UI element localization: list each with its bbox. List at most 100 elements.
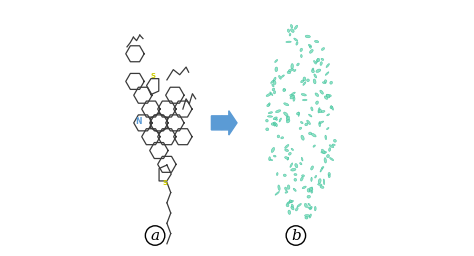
Ellipse shape (297, 63, 299, 66)
Ellipse shape (284, 157, 289, 159)
Ellipse shape (301, 55, 302, 58)
Ellipse shape (287, 71, 291, 74)
Ellipse shape (300, 48, 302, 51)
Ellipse shape (301, 135, 304, 140)
Ellipse shape (273, 123, 275, 126)
Ellipse shape (284, 103, 289, 106)
Ellipse shape (297, 112, 300, 115)
Ellipse shape (301, 175, 304, 177)
Ellipse shape (285, 191, 288, 193)
Ellipse shape (271, 123, 274, 125)
Ellipse shape (314, 74, 317, 78)
Ellipse shape (309, 114, 312, 117)
Ellipse shape (309, 45, 311, 48)
Text: N: N (135, 117, 142, 126)
Ellipse shape (276, 173, 278, 176)
Ellipse shape (292, 204, 293, 208)
Ellipse shape (311, 191, 313, 193)
Ellipse shape (311, 70, 314, 73)
Ellipse shape (294, 38, 298, 41)
Ellipse shape (316, 59, 319, 63)
Ellipse shape (287, 157, 289, 160)
Ellipse shape (283, 89, 286, 90)
Ellipse shape (282, 75, 284, 77)
Ellipse shape (273, 81, 276, 84)
Ellipse shape (328, 175, 330, 178)
Ellipse shape (319, 122, 321, 127)
Ellipse shape (286, 204, 289, 207)
Ellipse shape (290, 94, 294, 97)
Ellipse shape (318, 108, 320, 113)
Ellipse shape (275, 67, 278, 72)
Ellipse shape (285, 187, 287, 191)
Ellipse shape (327, 155, 329, 158)
Ellipse shape (303, 82, 306, 85)
Ellipse shape (314, 60, 316, 64)
Ellipse shape (307, 120, 310, 124)
Ellipse shape (305, 35, 310, 38)
Ellipse shape (320, 168, 323, 172)
Ellipse shape (307, 79, 310, 82)
Ellipse shape (311, 177, 312, 182)
Text: S: S (150, 73, 155, 79)
Ellipse shape (301, 93, 306, 96)
Ellipse shape (291, 148, 293, 151)
Ellipse shape (287, 185, 290, 189)
Ellipse shape (328, 173, 330, 176)
Ellipse shape (320, 186, 324, 188)
Ellipse shape (273, 122, 276, 126)
Ellipse shape (326, 94, 331, 97)
Ellipse shape (287, 29, 290, 32)
Ellipse shape (286, 119, 290, 123)
Ellipse shape (273, 155, 276, 157)
Ellipse shape (299, 127, 301, 130)
Ellipse shape (323, 179, 325, 185)
Ellipse shape (275, 123, 277, 127)
Ellipse shape (289, 201, 291, 203)
Ellipse shape (290, 95, 295, 99)
Ellipse shape (291, 29, 294, 33)
Ellipse shape (301, 80, 304, 83)
Ellipse shape (324, 96, 328, 99)
Ellipse shape (288, 69, 294, 71)
Ellipse shape (316, 69, 321, 72)
Ellipse shape (293, 188, 296, 191)
Ellipse shape (305, 123, 308, 126)
Ellipse shape (275, 118, 277, 120)
Ellipse shape (313, 79, 316, 84)
Ellipse shape (313, 145, 315, 147)
Ellipse shape (334, 139, 337, 142)
Ellipse shape (291, 25, 293, 28)
Ellipse shape (291, 206, 294, 210)
Ellipse shape (321, 151, 327, 153)
Ellipse shape (318, 179, 321, 184)
Ellipse shape (329, 157, 334, 161)
Ellipse shape (285, 144, 289, 148)
FancyArrow shape (211, 111, 237, 135)
Ellipse shape (301, 121, 303, 124)
Ellipse shape (272, 84, 274, 87)
Ellipse shape (325, 72, 329, 75)
Ellipse shape (279, 118, 282, 122)
Ellipse shape (295, 208, 298, 211)
Ellipse shape (321, 149, 325, 154)
Ellipse shape (315, 93, 319, 97)
Ellipse shape (294, 174, 297, 176)
Ellipse shape (319, 109, 321, 113)
Ellipse shape (324, 80, 327, 82)
Ellipse shape (266, 93, 271, 97)
Ellipse shape (318, 184, 322, 185)
Ellipse shape (283, 112, 288, 116)
Ellipse shape (289, 200, 292, 203)
Ellipse shape (310, 214, 311, 218)
Ellipse shape (332, 144, 335, 145)
Ellipse shape (294, 25, 298, 29)
Ellipse shape (289, 33, 291, 36)
Ellipse shape (286, 116, 289, 120)
Ellipse shape (315, 40, 319, 43)
Ellipse shape (273, 91, 276, 94)
Ellipse shape (286, 116, 290, 121)
Ellipse shape (301, 177, 303, 181)
Ellipse shape (273, 77, 276, 81)
Ellipse shape (310, 49, 313, 53)
